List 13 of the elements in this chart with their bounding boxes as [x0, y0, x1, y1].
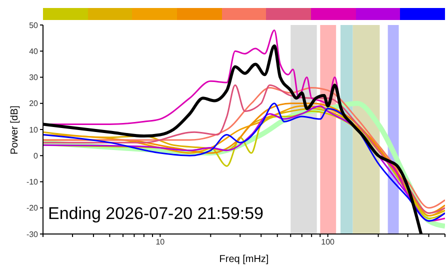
y-tick-label: 20 [29, 99, 39, 108]
y-tick-label: 10 [29, 125, 39, 134]
y-tick-label: -30 [26, 230, 39, 239]
y-tick-label: -10 [26, 178, 39, 187]
x-axis-title: Freq [mHz] [219, 254, 269, 265]
y-tick-label: 40 [29, 46, 39, 56]
y-tick-label: -20 [26, 204, 39, 213]
x-tick-label: 100 [321, 238, 336, 247]
y-tick-label: 0 [34, 151, 39, 160]
y-tick-label: 50 [29, 20, 39, 30]
y-tick-label: 30 [29, 73, 39, 82]
annotation: Ending 2026-07-20 21:59:59 [48, 204, 264, 224]
y-axis-title: Power [dB] [10, 105, 21, 154]
